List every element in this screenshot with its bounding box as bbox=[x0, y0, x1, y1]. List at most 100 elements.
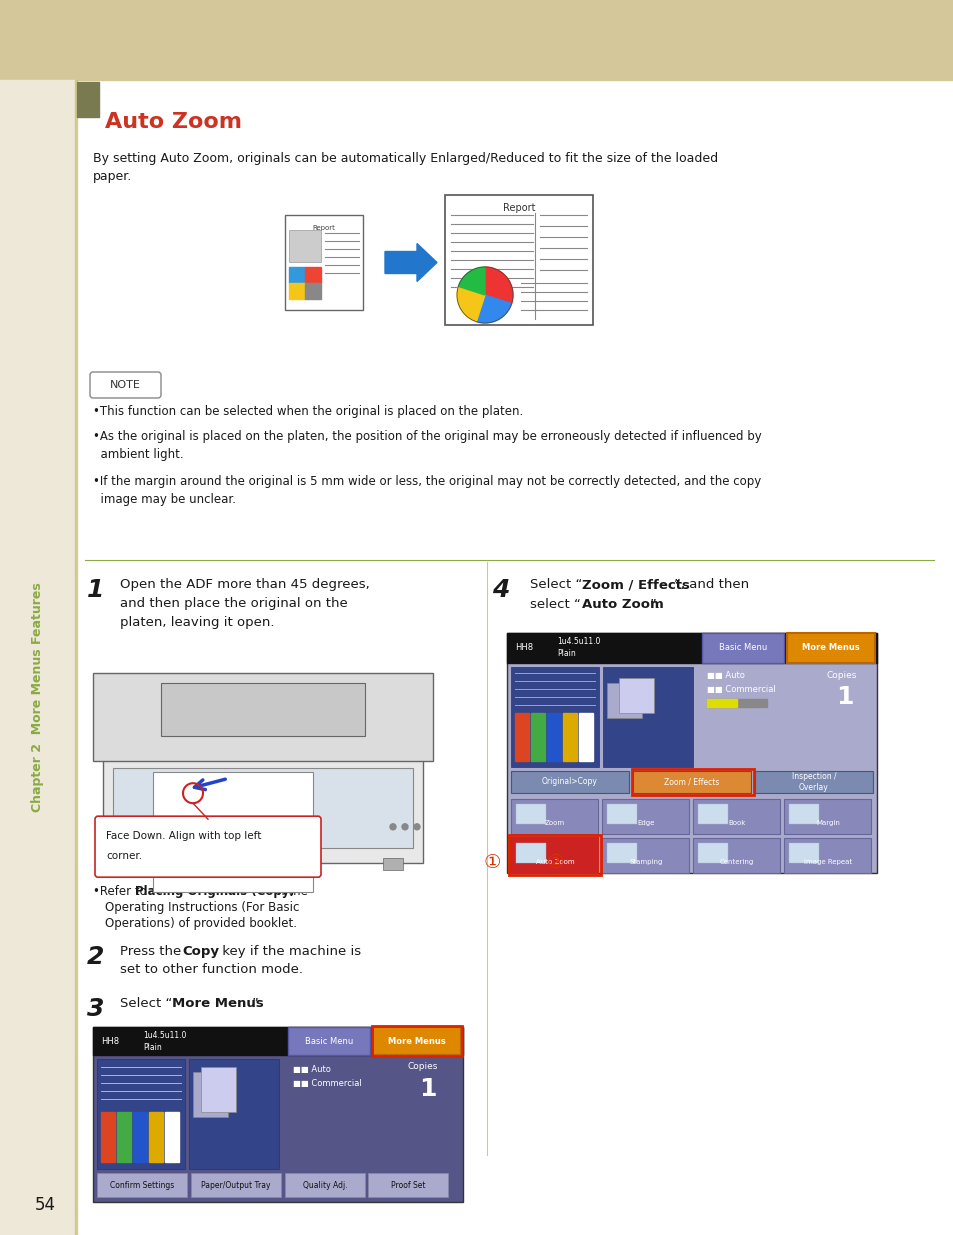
Bar bbox=[123, 858, 143, 871]
Bar bbox=[0, 0, 953, 80]
Bar bbox=[606, 683, 641, 718]
Text: Edge: Edge bbox=[637, 820, 654, 826]
Bar bbox=[193, 1072, 228, 1116]
Bar bbox=[601, 839, 688, 873]
Text: Auto Zoom: Auto Zoom bbox=[105, 112, 242, 132]
Bar bbox=[783, 839, 870, 873]
Text: Confirm Settings: Confirm Settings bbox=[110, 1181, 174, 1189]
Text: Report: Report bbox=[313, 225, 335, 231]
Bar bbox=[515, 713, 529, 761]
Circle shape bbox=[414, 824, 419, 830]
Bar bbox=[509, 835, 600, 876]
Bar bbox=[692, 799, 780, 834]
Text: •If the margin around the original is 5 mm wide or less, the original may not be: •If the margin around the original is 5 … bbox=[92, 475, 760, 506]
Bar bbox=[511, 799, 598, 834]
Bar bbox=[368, 1173, 448, 1197]
Text: Copies: Copies bbox=[826, 671, 857, 680]
Text: Placing Originals (Copy): Placing Originals (Copy) bbox=[135, 885, 294, 898]
Text: ”.: ”. bbox=[252, 997, 263, 1010]
Circle shape bbox=[390, 824, 395, 830]
Bar bbox=[288, 1028, 370, 1055]
Text: key if the machine is: key if the machine is bbox=[218, 945, 361, 958]
Bar bbox=[788, 804, 818, 824]
Bar bbox=[97, 1058, 185, 1170]
Bar bbox=[149, 1112, 163, 1162]
Text: 3: 3 bbox=[87, 997, 104, 1021]
Bar bbox=[152, 772, 313, 892]
Text: ②: ② bbox=[546, 853, 563, 872]
Bar bbox=[132, 1112, 147, 1162]
Bar bbox=[289, 230, 320, 262]
Text: Press the: Press the bbox=[120, 945, 185, 958]
Text: •This function can be selected when the original is placed on the platen.: •This function can be selected when the … bbox=[92, 405, 522, 417]
Bar bbox=[516, 844, 545, 863]
Bar bbox=[285, 1173, 365, 1197]
Bar bbox=[788, 844, 818, 863]
Text: Open the ADF more than 45 degrees,
and then place the original on the
platen, le: Open the ADF more than 45 degrees, and t… bbox=[120, 578, 370, 629]
Bar bbox=[0, 80, 75, 1235]
Bar bbox=[75, 80, 77, 1235]
Text: •As the original is placed on the platen, the position of the original may be er: •As the original is placed on the platen… bbox=[92, 430, 760, 461]
Text: Centering: Centering bbox=[720, 860, 753, 864]
Text: 1u4.5u11.0: 1u4.5u11.0 bbox=[557, 637, 599, 646]
Text: set to other function mode.: set to other function mode. bbox=[120, 963, 303, 976]
Text: Operating Instructions (For Basic: Operating Instructions (For Basic bbox=[105, 902, 299, 914]
Text: Proof Set: Proof Set bbox=[391, 1181, 425, 1189]
Bar bbox=[165, 1112, 179, 1162]
Bar bbox=[289, 283, 305, 299]
Bar bbox=[706, 699, 766, 706]
Bar bbox=[511, 667, 598, 767]
Bar bbox=[444, 195, 593, 325]
Text: Zoom: Zoom bbox=[544, 820, 564, 826]
Bar bbox=[633, 771, 750, 793]
Text: in the: in the bbox=[270, 885, 308, 898]
Bar bbox=[289, 267, 305, 283]
Text: Basic Menu: Basic Menu bbox=[305, 1036, 353, 1046]
Polygon shape bbox=[456, 287, 484, 321]
Bar bbox=[189, 1058, 278, 1170]
Bar bbox=[201, 1067, 235, 1112]
Bar bbox=[372, 1026, 461, 1056]
Bar bbox=[161, 683, 365, 736]
Text: More Menus: More Menus bbox=[388, 1036, 445, 1046]
Bar bbox=[77, 82, 99, 117]
Bar bbox=[305, 283, 320, 299]
Text: By setting Auto Zoom, originals can be automatically Enlarged/Reduced to fit the: By setting Auto Zoom, originals can be a… bbox=[92, 152, 718, 183]
Text: ”, and then: ”, and then bbox=[673, 578, 748, 592]
Bar bbox=[92, 1028, 462, 1055]
FancyBboxPatch shape bbox=[95, 816, 320, 877]
Text: Copies: Copies bbox=[407, 1062, 437, 1071]
Text: Chapter 2  More Menus Features: Chapter 2 More Menus Features bbox=[30, 583, 44, 813]
Text: HH8: HH8 bbox=[101, 1036, 119, 1046]
Text: Operations) of provided booklet.: Operations) of provided booklet. bbox=[105, 918, 296, 930]
Bar bbox=[698, 804, 727, 824]
Bar bbox=[191, 1173, 281, 1197]
Text: Margin: Margin bbox=[815, 820, 839, 826]
Text: Book: Book bbox=[727, 820, 745, 826]
Text: ■■ Auto: ■■ Auto bbox=[293, 1065, 331, 1074]
Bar bbox=[578, 713, 593, 761]
Text: •Refer to: •Refer to bbox=[92, 885, 151, 898]
Bar bbox=[305, 267, 320, 283]
Bar bbox=[531, 713, 544, 761]
Text: Inspection /
Overlay: Inspection / Overlay bbox=[791, 772, 836, 792]
Bar bbox=[701, 634, 783, 663]
Text: Stamping: Stamping bbox=[629, 860, 662, 864]
Text: ①: ① bbox=[483, 853, 500, 872]
Text: More Menus: More Menus bbox=[801, 643, 859, 652]
Bar bbox=[631, 769, 753, 795]
Text: select “: select “ bbox=[530, 598, 580, 611]
Bar bbox=[786, 634, 874, 663]
Text: Plain: Plain bbox=[143, 1044, 162, 1052]
Bar bbox=[112, 768, 413, 847]
Text: ■■ Auto: ■■ Auto bbox=[706, 671, 744, 680]
Text: 1: 1 bbox=[87, 578, 104, 601]
Text: Select “: Select “ bbox=[120, 997, 172, 1010]
Bar bbox=[698, 844, 727, 863]
Text: 1u4.5u11.0: 1u4.5u11.0 bbox=[143, 1031, 186, 1041]
Bar bbox=[101, 1112, 115, 1162]
Text: Paper/Output Tray: Paper/Output Tray bbox=[201, 1181, 271, 1189]
Bar bbox=[783, 799, 870, 834]
Bar bbox=[506, 634, 876, 663]
Bar bbox=[382, 858, 402, 871]
